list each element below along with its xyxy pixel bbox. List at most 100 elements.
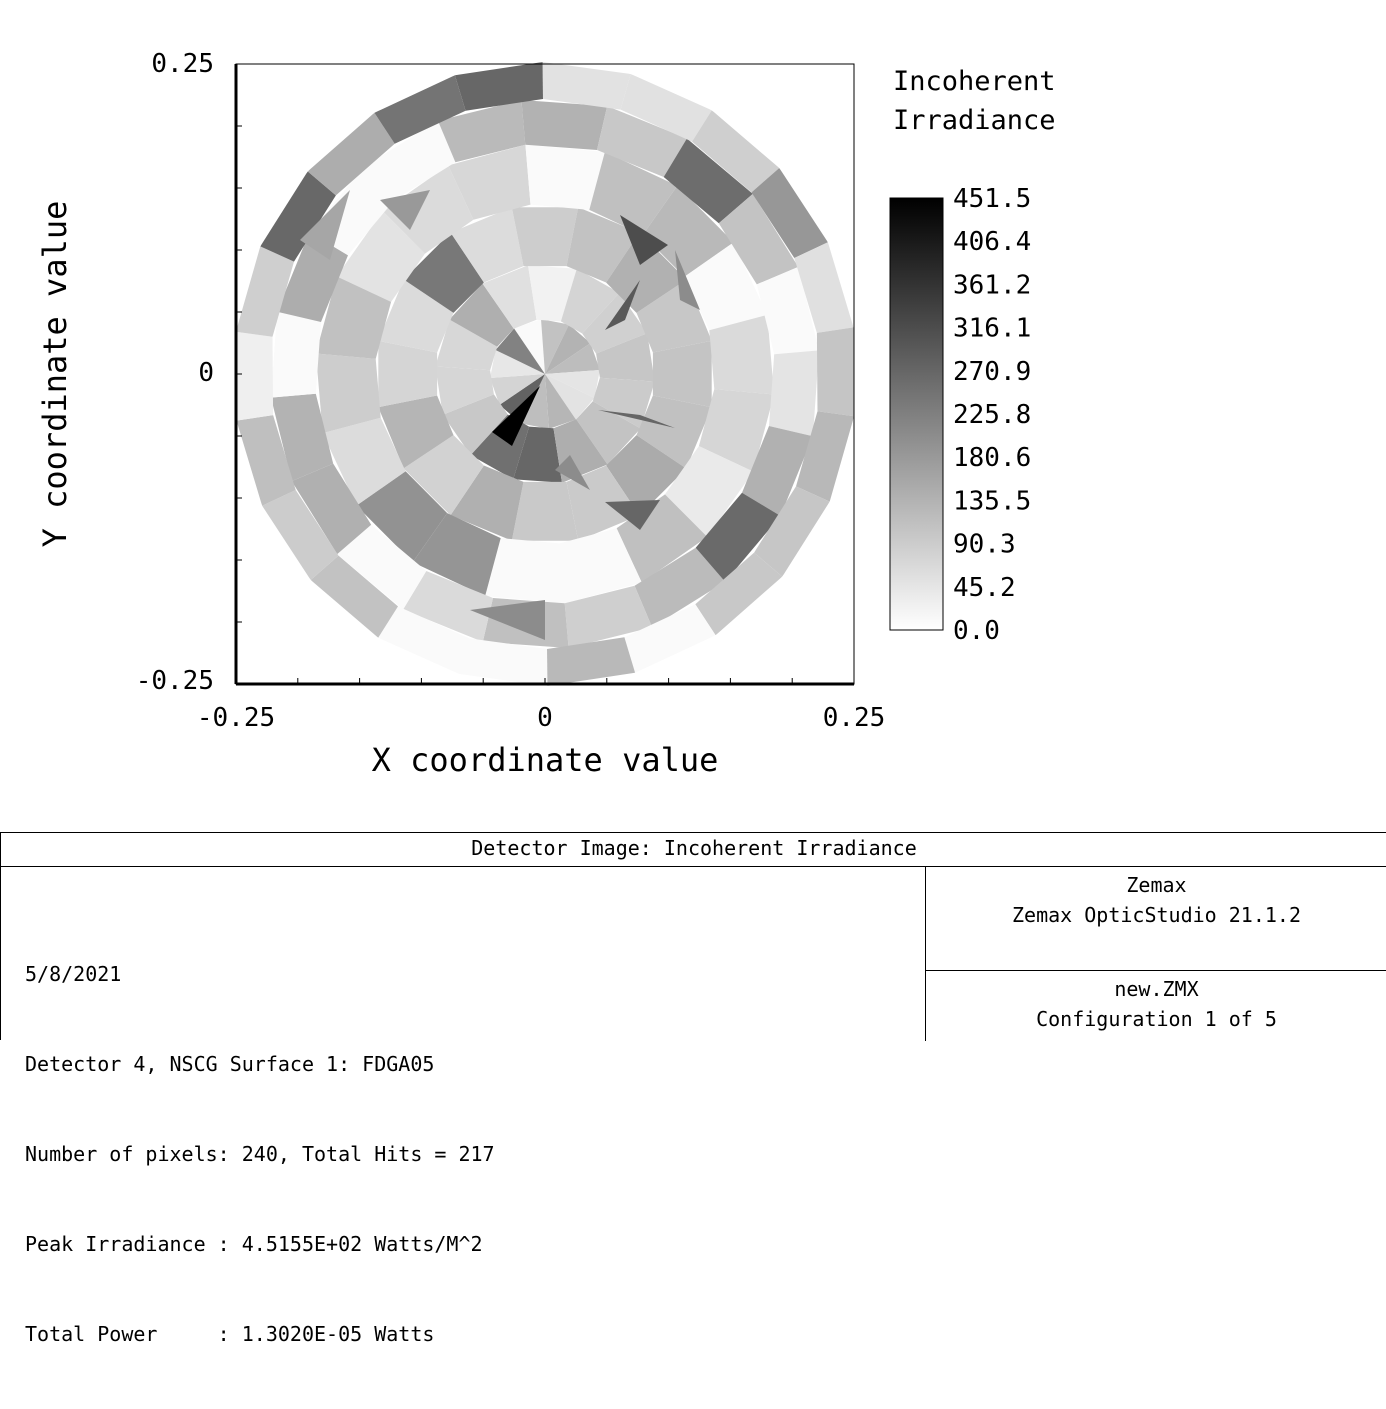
- heatmap-cell-47: [642, 185, 734, 277]
- info-peak-irradiance: Peak Irradiance : 4.5155E+02 Watts/M^2: [25, 1232, 483, 1256]
- file-info: new.ZMX Configuration 1 of 5: [926, 971, 1386, 1034]
- heatmap-cell-12: [513, 426, 562, 483]
- heatmap-cell-99: [260, 171, 336, 262]
- colorbar-label-7: 135.5: [953, 486, 1031, 516]
- colorbar-label-1: 406.4: [953, 227, 1031, 257]
- heatmap-cell-54: [485, 538, 565, 604]
- heatmap-cell-100: [307, 112, 395, 196]
- heatmap-cell-29: [606, 435, 687, 516]
- heatmap-cell-7: [521, 374, 549, 429]
- info-detector: Detector 4, NSCG Surface 1: FDGA05: [25, 1052, 435, 1076]
- heatmap-cell-48: [684, 242, 768, 331]
- heatmap-facet-5: [675, 250, 700, 310]
- y-tick-label-top: 0.25: [151, 49, 214, 79]
- heatmap-cell-33: [403, 435, 484, 516]
- heatmap-cell-70: [364, 120, 456, 201]
- colorbar-label-9: 45.2: [953, 573, 1016, 603]
- heatmap-cell-85: [794, 242, 854, 333]
- heatmap-cell-27: [652, 340, 712, 408]
- heatmap-cell-87: [796, 411, 855, 502]
- heatmap-cell-98: [235, 246, 294, 337]
- heatmap-cell-40: [566, 207, 640, 283]
- info-pixels: Number of pixels: 240, Total Hits = 217: [25, 1142, 495, 1166]
- y-tick-label-bottom: -0.25: [136, 666, 214, 696]
- heatmap-cell-3: [545, 343, 600, 374]
- heatmap-cell-94: [310, 555, 398, 638]
- heatmap-cell-56: [356, 471, 448, 563]
- heatmap-cell-22: [596, 333, 655, 382]
- heatmap-cell-59: [315, 276, 392, 359]
- colorbar-labels: 451.5 406.4 361.2 316.1 270.9 225.8 180.6 135.5…: [953, 184, 1031, 646]
- heatmap-cell-80: [454, 62, 543, 111]
- heatmap-facet-6: [470, 600, 545, 640]
- heatmap-cell-0: [514, 319, 545, 374]
- minor-ticks: [235, 63, 855, 685]
- heatmap-cell-28: [636, 395, 712, 469]
- info-details: 5/8/2021 Detector 4, NSCG Surface 1: FDG…: [25, 899, 495, 1409]
- heatmap-cell-53: [559, 528, 642, 604]
- heatmap-cell-83: [692, 110, 780, 193]
- heatmap-cell-1: [541, 319, 569, 374]
- heatmap-cell-46: [589, 151, 678, 235]
- heatmap-cell-97: [235, 331, 274, 421]
- x-axis-label: X coordinate value: [372, 741, 719, 779]
- heatmap-cell-91: [547, 637, 636, 686]
- heatmap-cell-74: [663, 138, 753, 224]
- heatmap-facet-3: [605, 500, 660, 530]
- colorbar-label-5: 225.8: [953, 400, 1031, 430]
- heatmap-cell-37: [403, 232, 484, 313]
- x-tick-label-left: -0.25: [197, 703, 275, 733]
- heatmap-cell-93: [378, 606, 470, 674]
- heatmap-cell-89: [695, 552, 783, 636]
- info-panel: Detector Image: Incoherent Irradiance 5/…: [0, 832, 1386, 1346]
- vendor-name: Zemax: [1126, 873, 1187, 897]
- heatmap-cell-8: [499, 374, 545, 424]
- heatmap-cell-38: [450, 207, 524, 283]
- irradiance-heatmap: [235, 62, 855, 686]
- colorbar-label-4: 270.9: [953, 357, 1031, 387]
- x-tick-label-right: 0.25: [823, 703, 886, 733]
- colorbar-label-0: 451.5: [953, 184, 1031, 214]
- heatmap-facet-8: [380, 190, 430, 230]
- info-date: 5/8/2021: [25, 962, 122, 986]
- colorbar-label-8: 90.3: [953, 530, 1016, 560]
- colorbar-title-line1: Incoherent: [893, 66, 1056, 97]
- heatmap-cell-18: [482, 265, 537, 329]
- colorbar: [889, 197, 944, 631]
- heatmap-cell-65: [291, 463, 372, 555]
- heatmap-cell-64: [337, 524, 427, 610]
- heatmap-cell-57: [322, 417, 406, 506]
- heatmap-cell-50: [698, 389, 775, 472]
- colorbar-label-3: 316.1: [953, 314, 1031, 344]
- heatmap-cell-96: [236, 415, 296, 506]
- heatmap-cell-20: [560, 268, 620, 334]
- heatmap-cell-10: [490, 350, 545, 378]
- heatmap-cell-32: [450, 465, 524, 541]
- heatmap-cell-71: [437, 100, 526, 163]
- heatmap-cell-101: [374, 75, 466, 144]
- colorbar-label-2: 361.2: [953, 270, 1031, 300]
- heatmap-cell-11: [495, 328, 545, 374]
- heatmap-cell-66: [271, 393, 334, 482]
- heatmap-cell-44: [448, 144, 531, 220]
- heatmap-cell-45: [525, 144, 605, 210]
- heatmap-cell-39: [511, 207, 579, 267]
- heatmap-cell-9: [490, 374, 545, 405]
- heatmap-facet-2: [598, 410, 675, 428]
- heatmap-cell-16: [435, 319, 498, 371]
- heatmap-cell-49: [709, 314, 775, 395]
- info-title: Detector Image: Incoherent Irradiance: [1, 833, 1386, 867]
- heatmap-cell-19: [528, 265, 577, 322]
- heatmap-cell-72: [521, 100, 608, 150]
- heatmap-cell-95: [262, 490, 339, 580]
- heatmap-facet-1: [605, 280, 640, 330]
- heatmap-cell-5: [545, 374, 595, 420]
- heatmap-cell-63: [403, 571, 493, 642]
- heatmap-cell-75: [718, 193, 799, 285]
- peak-irradiance-spot: [492, 386, 540, 446]
- heatmap-cell-92: [459, 638, 548, 686]
- heatmap-cell-82: [620, 74, 712, 142]
- heatmap-cell-88: [754, 486, 830, 577]
- software-version: Zemax OpticStudio 21.1.2: [1012, 903, 1301, 927]
- heatmap-facet-4: [555, 455, 590, 490]
